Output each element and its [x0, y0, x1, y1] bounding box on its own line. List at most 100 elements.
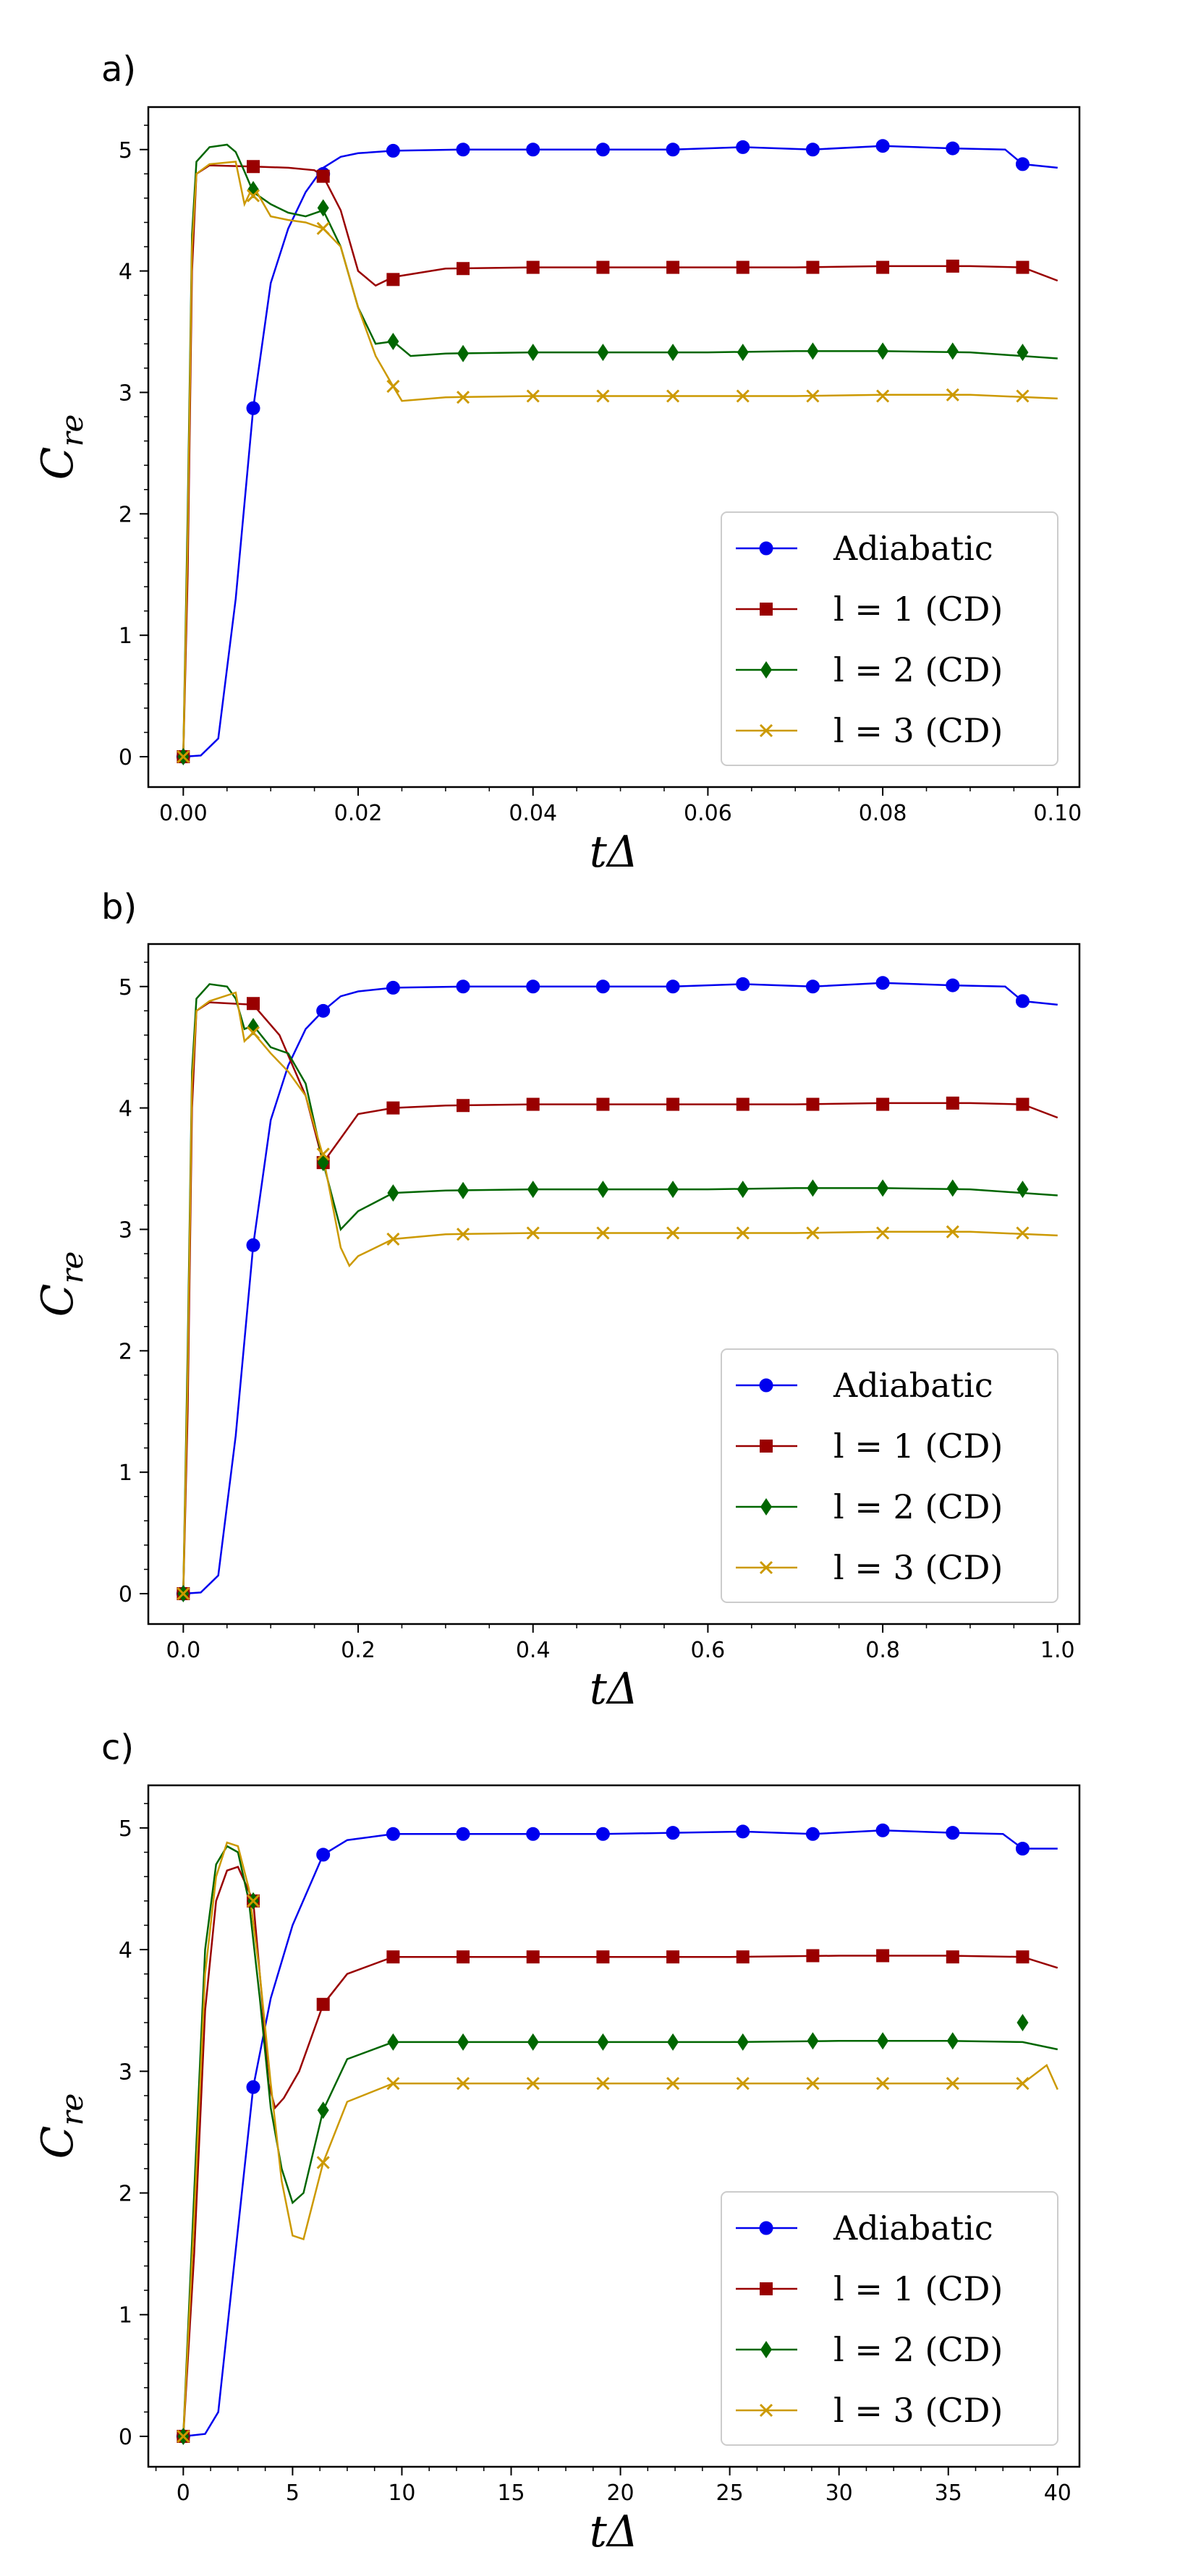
data-point-3-13 — [1017, 2014, 1029, 2032]
legend-item-3: l = 2 (CD) — [736, 650, 1003, 689]
data-point-4-13 — [1016, 2077, 1030, 2091]
legend-item-4: l = 3 (CD) — [736, 711, 1003, 750]
data-point-2-8 — [666, 1950, 680, 1964]
legend-label: Adiabatic — [833, 2209, 993, 2248]
y-tick-label: 5 — [119, 138, 132, 163]
data-point-3-3 — [317, 2101, 329, 2120]
legend-item-2: l = 1 (CD) — [736, 1427, 1003, 1466]
legend-marker — [760, 603, 773, 616]
legend: Adiabatic l = 1 (CD) l = 2 (CD) l = 3 (CD) — [721, 2191, 1058, 2446]
panel-label: a) — [101, 49, 136, 90]
y-tick-label: 2 — [119, 1339, 132, 1364]
legend-marker — [760, 661, 772, 679]
data-point-1-2 — [246, 2080, 260, 2094]
plot-frame — [147, 1784, 1081, 2468]
data-point-4-9 — [736, 1226, 750, 1240]
data-point-3-12 — [946, 1179, 959, 1197]
x-tick-label: 15 — [497, 2481, 525, 2506]
y-tick-label: 1 — [119, 1461, 132, 1486]
data-point-3-10 — [807, 1179, 819, 1197]
data-point-1-4 — [386, 143, 400, 158]
series-markers-3 — [177, 1892, 1029, 2445]
x-axis-label: tΔ — [590, 1664, 638, 1714]
legend-marker — [759, 2403, 773, 2418]
legend-label: l = 1 (CD) — [833, 2269, 1003, 2308]
y-axis-label: Cre — [33, 415, 90, 480]
y-tick-label: 1 — [119, 624, 132, 649]
data-point-4-6 — [526, 389, 540, 403]
data-point-2-10 — [806, 260, 820, 274]
legend-item-2: l = 1 (CD) — [736, 2269, 1003, 2308]
series-line-4 — [182, 991, 1058, 1594]
legend-marker — [760, 2282, 773, 2295]
y-tick-label: 4 — [119, 260, 132, 285]
data-point-4-4 — [386, 1232, 400, 1246]
data-point-4-7 — [596, 389, 610, 403]
data-point-1-12 — [946, 978, 960, 992]
legend-label: l = 3 (CD) — [833, 2391, 1003, 2430]
data-point-3-10 — [807, 342, 819, 360]
data-point-4-10 — [806, 389, 820, 403]
x-axis-label: tΔ — [590, 2507, 638, 2557]
data-point-1-5 — [456, 979, 470, 994]
data-point-4-3 — [316, 2156, 330, 2169]
chart-panel-2: b) 0.0 0.2 0.4 0.6 0.8 1.0 0 1 2 3 4 5 tΔ Cre Adiabatic… — [33, 887, 1081, 1714]
series-line-4 — [182, 161, 1058, 757]
data-point-1-9 — [736, 977, 750, 991]
x-tick-label: 5 — [286, 2481, 300, 2506]
legend-box — [721, 1348, 1058, 1603]
data-point-4-2 — [246, 1026, 260, 1040]
data-point-3-9 — [737, 344, 749, 362]
series-line-3 — [182, 143, 1058, 757]
data-point-4-2 — [246, 189, 260, 203]
legend-item-1: Adiabatic — [736, 1366, 993, 1405]
legend-item-1: Adiabatic — [736, 2209, 993, 2248]
legend-marker — [760, 2341, 772, 2358]
x-tick-label: 0.06 — [684, 801, 732, 826]
data-point-4-11 — [876, 1226, 890, 1240]
data-point-4-9 — [736, 389, 750, 403]
data-point-3-11 — [877, 342, 889, 360]
data-point-3-9 — [737, 1181, 749, 1199]
data-point-2-9 — [736, 1950, 750, 1964]
legend-marker — [760, 1498, 772, 1516]
data-point-3-5 — [457, 1181, 470, 1199]
data-point-1-3 — [316, 1003, 331, 1018]
data-point-2-7 — [596, 260, 610, 274]
data-point-1-6 — [526, 979, 540, 994]
legend-label: l = 3 (CD) — [833, 711, 1003, 750]
y-axis-label: Cre — [33, 1251, 90, 1317]
data-point-3-7 — [597, 2033, 609, 2051]
data-point-3-4 — [387, 1184, 399, 1202]
y-axis-label: Cre — [33, 2093, 90, 2159]
data-point-4-1 — [177, 1586, 190, 1601]
legend-marker — [760, 1440, 773, 1453]
data-point-1-9 — [736, 140, 750, 154]
legend-label: l = 2 (CD) — [833, 2330, 1003, 2369]
data-point-3-3 — [317, 199, 329, 217]
legend-item-3: l = 2 (CD) — [736, 2330, 1003, 2369]
data-point-3-10 — [807, 2032, 819, 2050]
legend-box — [721, 2191, 1058, 2446]
data-point-2-6 — [526, 1097, 540, 1111]
data-point-2-12 — [946, 259, 959, 273]
data-point-4-1 — [177, 2429, 190, 2444]
data-point-4-13 — [1016, 1226, 1030, 1240]
data-point-2-3 — [316, 1997, 330, 2011]
panel-label: c) — [101, 1727, 134, 1768]
data-point-4-6 — [526, 2077, 540, 2091]
data-point-1-2 — [246, 401, 260, 415]
x-tick-label: 0.02 — [334, 801, 383, 826]
data-point-1-11 — [875, 976, 890, 990]
data-point-2-13 — [1016, 1097, 1030, 1111]
data-point-2-5 — [457, 1099, 470, 1113]
series-markers-2 — [177, 160, 1030, 764]
x-tick-label: 0.08 — [859, 801, 907, 826]
data-point-2-6 — [526, 260, 540, 274]
data-point-1-2 — [246, 1238, 260, 1252]
legend-item-4: l = 3 (CD) — [736, 2391, 1003, 2430]
data-point-1-11 — [875, 139, 890, 153]
y-tick-label: 0 — [119, 2425, 132, 2450]
data-point-1-7 — [595, 979, 610, 994]
data-point-3-6 — [527, 344, 539, 362]
